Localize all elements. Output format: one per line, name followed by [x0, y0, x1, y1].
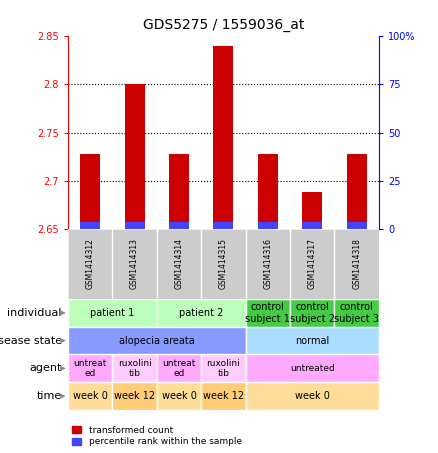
Text: control
subject 1: control subject 1 [245, 302, 290, 323]
Text: control
subject 3: control subject 3 [334, 302, 379, 323]
Text: week 12: week 12 [114, 391, 155, 401]
Bar [213, 222, 233, 229]
Bar [157, 354, 201, 382]
Bar [246, 327, 379, 354]
Bar [68, 299, 157, 327]
Bar [80, 154, 100, 229]
Text: untreat
ed: untreat ed [162, 359, 196, 378]
Bar [157, 299, 246, 327]
Text: week 0: week 0 [295, 391, 330, 401]
Bar [213, 46, 233, 229]
Bar [346, 222, 367, 229]
Text: control
subject 2: control subject 2 [290, 302, 335, 323]
Bar [112, 382, 157, 410]
Text: time: time [36, 391, 62, 401]
Text: week 0: week 0 [162, 391, 196, 401]
Text: untreat
ed: untreat ed [74, 359, 107, 378]
Bar [258, 154, 278, 229]
Text: GSM1414315: GSM1414315 [219, 238, 228, 289]
Text: agent: agent [29, 363, 62, 373]
Text: GSM1414317: GSM1414317 [308, 238, 317, 289]
Bar [124, 84, 145, 229]
Text: GSM1414314: GSM1414314 [174, 238, 184, 289]
Text: GSM1414312: GSM1414312 [85, 238, 95, 289]
Bar [302, 192, 322, 229]
Bar [68, 382, 112, 410]
Bar [246, 382, 379, 410]
Bar [124, 222, 145, 229]
Text: patient 2: patient 2 [179, 308, 223, 318]
Text: untreated: untreated [290, 364, 335, 373]
Bar [201, 354, 246, 382]
Text: GSM1414313: GSM1414313 [130, 238, 139, 289]
Text: ruxolini
tib: ruxolini tib [118, 359, 152, 378]
Text: GDS5275 / 1559036_at: GDS5275 / 1559036_at [143, 18, 304, 32]
Bar [112, 354, 157, 382]
Bar [302, 222, 322, 229]
Bar [346, 154, 367, 229]
Bar [290, 299, 335, 327]
Text: week 0: week 0 [73, 391, 108, 401]
Bar [169, 154, 189, 229]
Bar [169, 222, 189, 229]
Bar [68, 354, 112, 382]
Bar [258, 222, 278, 229]
Bar [157, 382, 201, 410]
Bar [335, 299, 379, 327]
Bar [201, 382, 246, 410]
Text: GSM1414318: GSM1414318 [352, 238, 361, 289]
Text: ruxolini
tib: ruxolini tib [206, 359, 240, 378]
Bar [246, 354, 379, 382]
Text: disease state: disease state [0, 336, 62, 346]
Bar [80, 222, 100, 229]
Text: week 12: week 12 [203, 391, 244, 401]
Bar [68, 327, 246, 354]
Text: patient 1: patient 1 [90, 308, 134, 318]
Text: GSM1414316: GSM1414316 [263, 238, 272, 289]
Text: alopecia areata: alopecia areata [119, 336, 194, 346]
Text: individual: individual [7, 308, 62, 318]
Text: normal: normal [295, 336, 329, 346]
Legend: transformed count, percentile rank within the sample: transformed count, percentile rank withi… [72, 425, 242, 446]
Bar [246, 299, 290, 327]
